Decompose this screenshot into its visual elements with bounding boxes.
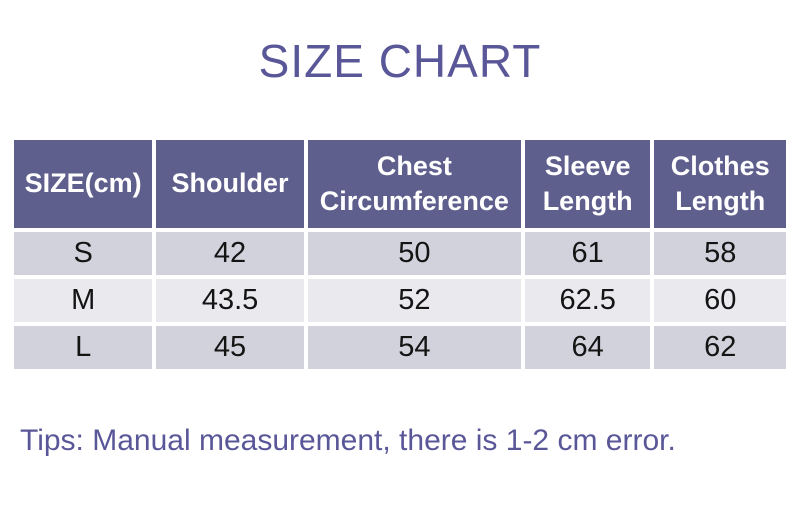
column-header-size: SIZE(cm) xyxy=(14,140,153,228)
table-cell: 52 xyxy=(307,279,521,322)
table-cell: 45 xyxy=(156,326,304,369)
table-row-size-s: S 42 50 61 58 xyxy=(14,232,786,275)
table-cell: 58 xyxy=(654,232,786,275)
table-cell: 54 xyxy=(307,326,521,369)
tips-note: Tips: Manual measurement, there is 1-2 c… xyxy=(20,424,676,457)
table-row-size-m: M 43.5 52 62.5 60 xyxy=(14,279,786,322)
table-header-row: SIZE(cm) Shoulder Chest Circumference Sl… xyxy=(14,140,786,228)
column-header-chest-circumference: Chest Circumference xyxy=(307,140,521,228)
column-header-clothes-length: Clothes Length xyxy=(654,140,786,228)
table-cell: 43.5 xyxy=(156,279,304,322)
table-cell: L xyxy=(14,326,153,369)
table-cell: 50 xyxy=(307,232,521,275)
table-cell: S xyxy=(14,232,153,275)
table-row-size-l: L 45 54 64 62 xyxy=(14,326,786,369)
table-cell: 62.5 xyxy=(524,279,651,322)
table-cell: M xyxy=(14,279,153,322)
table-cell: 60 xyxy=(654,279,786,322)
size-chart-table: SIZE(cm) Shoulder Chest Circumference Sl… xyxy=(10,136,790,373)
table-cell: 42 xyxy=(156,232,304,275)
column-header-sleeve-length: Sleeve Length xyxy=(524,140,651,228)
table-cell: 61 xyxy=(524,232,651,275)
page-title: SIZE CHART xyxy=(258,35,542,87)
column-header-shoulder: Shoulder xyxy=(156,140,304,228)
table-cell: 62 xyxy=(654,326,786,369)
table-cell: 64 xyxy=(524,326,651,369)
